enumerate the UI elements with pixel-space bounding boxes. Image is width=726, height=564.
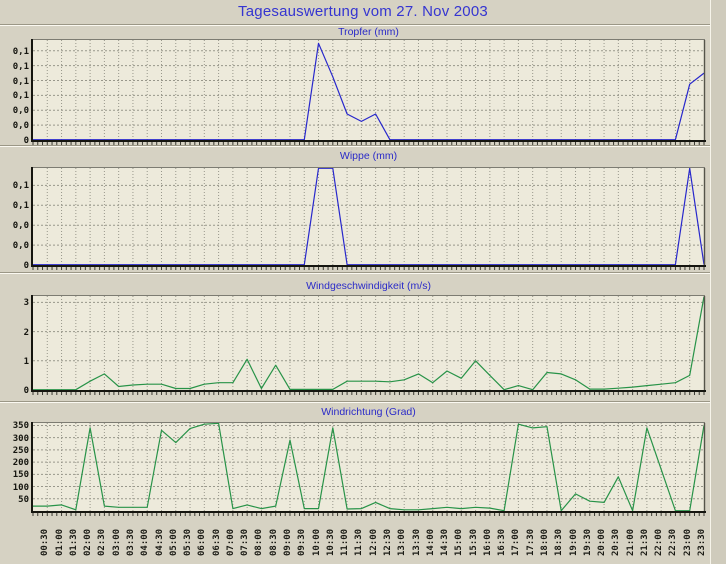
x-tick-label: 21:00: [625, 528, 636, 556]
x-tick-label: 09:30: [297, 528, 308, 556]
x-tick-label: 03:30: [125, 528, 136, 556]
y-tick-label: 350: [12, 421, 29, 432]
panel-edge-highlight: [710, 0, 711, 564]
x-tick-label: 10:00: [311, 528, 322, 556]
x-tick-label: 16:30: [497, 528, 508, 556]
y-tick-label: 0: [23, 136, 29, 146]
x-tick-label: 17:00: [511, 528, 522, 556]
panel-edge-shade: [711, 0, 726, 564]
x-tick-label: 05:30: [183, 528, 193, 556]
x-tick-label: 13:00: [397, 528, 408, 556]
y-tick-label: 0,1: [12, 61, 29, 72]
y-tick-label: 200: [12, 458, 29, 469]
x-tick-label: 19:30: [582, 528, 593, 556]
y-tick-label: 0: [23, 261, 29, 271]
plot-2: [31, 295, 706, 395]
y-tick-label: 1: [23, 356, 29, 367]
y-tick-label: 0,0: [12, 221, 29, 232]
x-tick-label: 22:00: [654, 528, 665, 556]
y-tick-label: 0,0: [12, 241, 29, 252]
chart-title-windgeschwindigkeit: Windgeschwindigkeit (m/s): [306, 280, 431, 292]
x-tick-label: 14:00: [425, 528, 436, 556]
x-tick-label: 03:00: [111, 528, 122, 556]
x-tick-label: 04:30: [154, 528, 165, 556]
x-tick-label: 10:30: [325, 528, 336, 556]
x-tick-label: 06:30: [211, 528, 222, 556]
y-tick-label: 100: [12, 482, 29, 493]
x-tick-label: 20:30: [611, 528, 622, 556]
y-tick-label: 0,1: [12, 91, 29, 102]
y-tick-label: 0,1: [12, 181, 29, 192]
x-tick-label: 23:00: [682, 528, 693, 556]
x-tick-label: 20:00: [597, 528, 608, 556]
plot-3: [31, 422, 706, 516]
divider: [0, 145, 726, 147]
y-tick-label: 150: [12, 470, 29, 481]
x-tick-label: 02:00: [83, 528, 94, 556]
x-tick-label: 21:30: [639, 528, 650, 556]
x-tick-label: 14:30: [440, 528, 450, 556]
x-tick-label: 23:30: [697, 528, 707, 556]
y-tick-label: 2: [23, 327, 29, 338]
y-tick-label: 0,1: [12, 201, 29, 212]
x-tick-label: 18:00: [540, 528, 550, 556]
page-title: Tagesauswertung vom 27. Nov 2003: [238, 3, 488, 20]
x-tick-label: 04:00: [140, 528, 151, 556]
chart-title-tropfer: Tropfer (mm): [338, 26, 399, 38]
y-tick-label: 0,0: [12, 106, 29, 117]
x-tick-label: 11:00: [340, 528, 351, 556]
x-tick-label: 06:00: [197, 528, 208, 556]
x-tick-label: 08:00: [254, 528, 265, 556]
x-tick-label: 08:30: [268, 528, 279, 556]
x-tick-label: 15:00: [454, 528, 465, 556]
x-tick-label: 01:00: [54, 528, 65, 556]
x-tick-label: 22:30: [668, 528, 679, 556]
y-tick-label: 250: [12, 445, 29, 456]
x-tick-label: 13:30: [411, 528, 422, 556]
y-tick-label: 0,0: [12, 121, 29, 132]
x-tick-label: 16:00: [482, 528, 493, 556]
x-tick-label: 07:00: [225, 528, 236, 556]
y-tick-label: 0,1: [12, 76, 29, 87]
x-tick-label: 19:00: [568, 528, 579, 556]
x-tick-label: 05:00: [168, 528, 179, 556]
divider: [0, 272, 726, 274]
y-tick-label: 0: [23, 386, 29, 396]
x-tick-label: 09:00: [283, 528, 293, 556]
x-tick-label: 02:30: [97, 528, 108, 556]
x-tick-label: 07:30: [240, 528, 251, 556]
y-tick-label: 300: [12, 433, 29, 444]
y-tick-label: 0,1: [12, 46, 29, 57]
x-tick-label: 00:30: [40, 528, 51, 556]
divider: [0, 401, 726, 403]
x-tick-label: 18:30: [554, 528, 565, 556]
plot-0: [31, 39, 706, 145]
x-tick-label: 01:30: [68, 528, 79, 556]
plot-1: [31, 167, 706, 270]
x-tick-label: 12:30: [382, 528, 393, 556]
chart-title-wippe: Wippe (mm): [339, 150, 398, 162]
x-tick-label: 15:30: [468, 528, 479, 556]
divider: [0, 24, 726, 26]
x-tick-label: 11:30: [354, 528, 365, 556]
x-tick-label: 12:00: [368, 528, 379, 556]
y-tick-label: 3: [23, 298, 29, 309]
y-tick-label: 50: [18, 494, 29, 505]
x-tick-label: 17:30: [525, 528, 536, 556]
chart-title-windrichtung: Windrichtung (Grad): [321, 406, 416, 418]
